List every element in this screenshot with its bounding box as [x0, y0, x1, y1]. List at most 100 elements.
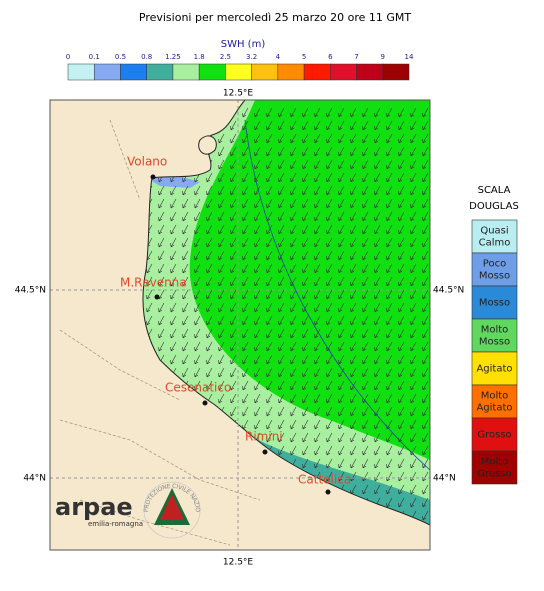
wind-arrow	[206, 380, 213, 391]
wind-arrow	[422, 146, 429, 157]
wind-arrow	[218, 302, 225, 313]
wind-arrow	[338, 250, 345, 261]
colorbar-tick-label: 3.2	[246, 53, 257, 61]
wind-arrow	[290, 445, 297, 456]
wind-arrow	[362, 185, 369, 196]
wind-arrow	[290, 237, 297, 248]
wind-arrow	[386, 224, 393, 235]
wind-arrow	[278, 432, 285, 443]
logo-name: arpae	[55, 493, 133, 521]
wind-arrow	[362, 484, 369, 495]
wind-arrow	[266, 172, 273, 183]
douglas-label: Calmo	[479, 238, 511, 249]
colorbar-swatch	[93, 63, 121, 81]
wind-arrow	[350, 172, 357, 183]
wind-arrow	[314, 107, 321, 118]
wind-arrow	[314, 302, 321, 313]
wind-arrow	[422, 302, 429, 313]
wind-arrow	[206, 289, 213, 300]
wind-arrow	[362, 146, 369, 157]
wind-arrow	[158, 198, 165, 209]
wind-arrow	[302, 146, 309, 157]
city-label: Rimini	[245, 430, 283, 444]
wind-arrow	[218, 263, 225, 274]
wind-arrow	[350, 159, 357, 170]
wind-arrow	[230, 380, 237, 391]
wind-arrow	[302, 172, 309, 183]
wind-arrow	[266, 393, 273, 404]
colorbar-tick-label: 1.25	[165, 53, 181, 61]
wind-arrow	[278, 237, 285, 248]
wind-arrow	[386, 406, 393, 417]
wind-arrow	[218, 315, 225, 326]
wind-arrow	[254, 133, 261, 144]
wind-arrow	[386, 367, 393, 378]
wind-arrow	[338, 432, 345, 443]
wind-arrow	[362, 302, 369, 313]
wind-arrow	[290, 328, 297, 339]
wind-arrow	[182, 237, 189, 248]
wind-arrow	[278, 211, 285, 222]
wind-arrow	[422, 185, 429, 196]
wind-arrow	[266, 289, 273, 300]
douglas-scale: QuasiCalmoPocoMossoMossoMoltoMossoAgitat…	[471, 219, 518, 485]
colorbar-swatch	[356, 63, 384, 81]
wind-arrow	[254, 367, 261, 378]
wind-arrow	[314, 432, 321, 443]
wind-arrow	[218, 146, 225, 157]
wind-arrow	[374, 224, 381, 235]
wind-arrow	[374, 172, 381, 183]
wind-arrow	[230, 328, 237, 339]
wind-arrow	[278, 445, 285, 456]
wind-arrow	[302, 419, 309, 430]
wind-arrow	[254, 159, 261, 170]
wind-arrow	[338, 224, 345, 235]
wind-arrow	[158, 263, 165, 274]
wind-arrow	[290, 302, 297, 313]
wind-arrow	[338, 159, 345, 170]
wind-arrow	[326, 406, 333, 417]
douglas-swatch	[471, 450, 518, 485]
wind-arrow	[158, 237, 165, 248]
colorbar-tick-label: 7	[354, 53, 358, 61]
wind-arrow	[314, 380, 321, 391]
wind-arrow	[350, 250, 357, 261]
wind-arrow	[398, 146, 405, 157]
wind-arrow	[398, 198, 405, 209]
wind-arrow	[362, 237, 369, 248]
wind-arrow	[326, 107, 333, 118]
wind-arrow	[254, 328, 261, 339]
wind-arrow	[410, 172, 417, 183]
city-dot	[202, 400, 208, 406]
wind-arrow	[146, 263, 153, 274]
wind-arrow	[422, 497, 429, 508]
wind-arrow	[422, 237, 429, 248]
wind-arrow	[194, 354, 201, 365]
wind-arrow	[326, 354, 333, 365]
douglas-label: Grosso	[477, 469, 511, 480]
wind-arrow	[254, 146, 261, 157]
wind-arrow	[422, 289, 429, 300]
wind-arrow	[278, 341, 285, 352]
wind-arrow	[410, 224, 417, 235]
wind-arrow	[146, 302, 153, 313]
wind-arrow	[362, 198, 369, 209]
wind-arrow	[326, 432, 333, 443]
wind-arrow	[350, 328, 357, 339]
wind-arrow	[398, 237, 405, 248]
wind-arrow	[194, 250, 201, 261]
city-label: Cattolica	[298, 473, 351, 487]
wind-arrow	[338, 367, 345, 378]
wind-arrow	[278, 367, 285, 378]
douglas-swatch	[471, 318, 518, 353]
map: Volano M.Ravenna Cesenatico Rimini Cattolica	[50, 100, 430, 550]
wind-arrow	[290, 172, 297, 183]
wind-arrow	[362, 380, 369, 391]
wind-arrow	[242, 380, 249, 391]
wind-arrow	[422, 445, 429, 456]
wind-arrow	[242, 276, 249, 287]
wind-arrow	[398, 211, 405, 222]
wind-arrow	[170, 354, 177, 365]
wind-arrow	[374, 133, 381, 144]
wind-arrow	[242, 341, 249, 352]
